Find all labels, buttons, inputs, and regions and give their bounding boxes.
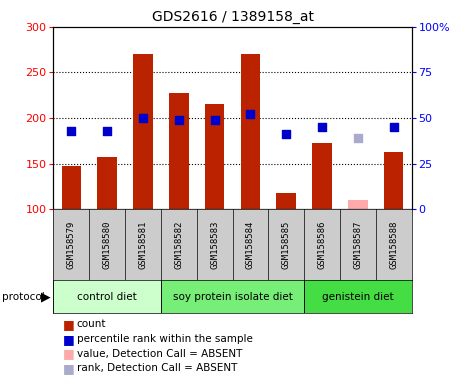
Text: control diet: control diet (77, 291, 137, 302)
Text: GSM158581: GSM158581 (139, 221, 147, 269)
Point (67, 128, 75, 134)
Bar (384, 152, 404, 209)
Bar (161, 280, 304, 313)
Text: GSM158584: GSM158584 (246, 221, 255, 269)
Point (390, 124, 397, 130)
Bar (312, 143, 332, 209)
Text: soy protein isolate diet: soy protein isolate diet (173, 291, 292, 302)
Text: GSM158587: GSM158587 (353, 221, 362, 269)
Text: GSM158585: GSM158585 (282, 221, 291, 269)
Text: GSM158583: GSM158583 (210, 221, 219, 269)
Bar (53, 280, 161, 313)
Bar (276, 193, 296, 209)
Point (354, 135, 361, 141)
Text: rank, Detection Call = ABSENT: rank, Detection Call = ABSENT (77, 363, 237, 373)
Bar (61, 166, 81, 209)
Text: genistein diet: genistein diet (322, 291, 394, 302)
Text: ■: ■ (63, 318, 74, 331)
Title: GDS2616 / 1389158_at: GDS2616 / 1389158_at (152, 10, 313, 25)
Bar (348, 200, 368, 209)
Bar (97, 157, 117, 209)
Text: GSM158580: GSM158580 (103, 221, 112, 269)
Text: GSM158586: GSM158586 (318, 221, 326, 269)
Bar (169, 93, 189, 209)
Point (318, 124, 325, 130)
Point (139, 115, 146, 121)
Text: count: count (77, 319, 106, 329)
Text: percentile rank within the sample: percentile rank within the sample (77, 334, 252, 344)
Point (246, 111, 254, 118)
Text: GSM158588: GSM158588 (389, 221, 398, 269)
Text: value, Detection Call = ABSENT: value, Detection Call = ABSENT (77, 349, 242, 359)
Text: ▶: ▶ (41, 290, 51, 303)
Text: ■: ■ (63, 362, 74, 375)
Text: protocol: protocol (2, 291, 45, 302)
Bar (240, 54, 260, 209)
Point (103, 128, 111, 134)
Bar (205, 104, 225, 209)
Text: ■: ■ (63, 347, 74, 360)
Bar (304, 280, 412, 313)
Point (282, 131, 290, 137)
Text: GSM158582: GSM158582 (174, 221, 183, 269)
Text: GSM158579: GSM158579 (67, 221, 76, 269)
Bar (133, 54, 153, 209)
Point (175, 117, 182, 123)
Point (211, 117, 218, 123)
Text: ■: ■ (63, 333, 74, 346)
